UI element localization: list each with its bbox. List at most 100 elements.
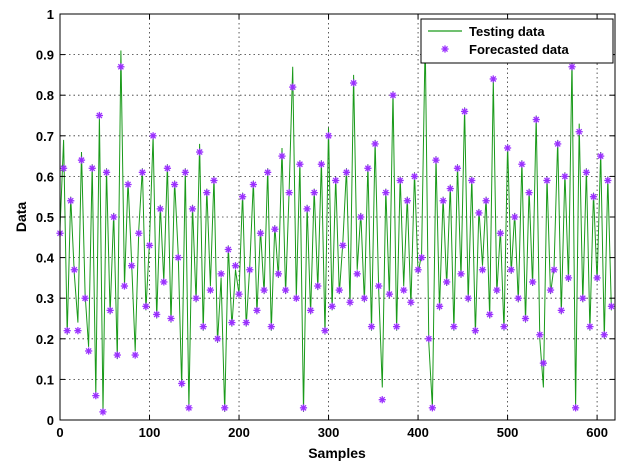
forecast-point	[285, 189, 293, 197]
forecast-point	[235, 290, 243, 298]
forecast-point	[521, 314, 530, 323]
forecast-point	[63, 327, 71, 335]
forecast-point	[493, 286, 501, 294]
forecast-point	[228, 318, 236, 327]
forecast-point	[543, 176, 551, 185]
forecast-point	[267, 323, 275, 331]
legend-forecast-marker	[441, 45, 449, 53]
asterisk-stroke	[182, 169, 189, 176]
asterisk-stroke	[472, 327, 479, 334]
forecast-point	[557, 306, 565, 314]
asterisk-stroke	[461, 108, 468, 115]
asterisk-stroke	[325, 132, 332, 139]
asterisk-stroke	[350, 80, 357, 87]
testing-data-line	[59, 38, 612, 412]
forecast-point	[317, 160, 325, 168]
asterisk-stroke	[425, 335, 432, 342]
asterisk-stroke	[246, 266, 253, 273]
forecast-point	[514, 294, 522, 302]
forecast-point	[453, 164, 462, 172]
asterisk-stroke	[74, 327, 81, 334]
forecast-point	[149, 132, 157, 140]
asterisk-stroke	[135, 230, 142, 237]
forecast-point	[536, 331, 544, 339]
asterisk-stroke	[436, 303, 443, 310]
forecast-point	[496, 229, 505, 237]
forecast-point	[403, 197, 411, 205]
forecast-point	[461, 107, 469, 116]
asterisk-stroke	[275, 270, 282, 277]
y-tick-label: 0.4	[36, 251, 55, 266]
forecast-point	[418, 254, 426, 262]
forecast-point	[414, 266, 422, 274]
y-tick-label: 0.2	[36, 332, 54, 347]
asterisk-stroke	[458, 270, 465, 277]
forecast-point	[278, 152, 286, 160]
asterisk-stroke	[193, 295, 200, 302]
forecast-point	[324, 132, 333, 140]
asterisk-stroke	[236, 291, 243, 298]
forecast-point	[385, 290, 394, 298]
asterisk-stroke	[432, 157, 439, 164]
axis-ticks	[59, 13, 615, 421]
forecast-point	[321, 327, 329, 335]
asterisk-stroke	[486, 311, 493, 318]
x-axis-label: Samples	[308, 445, 366, 461]
asterisk-stroke	[597, 153, 604, 160]
asterisk-stroke	[583, 169, 590, 176]
asterisk-stroke	[407, 299, 414, 306]
asterisk-stroke	[400, 287, 407, 294]
asterisk-stroke	[218, 270, 225, 277]
forecast-point	[607, 302, 616, 310]
asterisk-stroke	[268, 323, 275, 330]
forecast-point	[582, 168, 590, 176]
forecast-point	[120, 282, 129, 290]
forecast-point	[106, 306, 114, 314]
asterisk-stroke	[397, 177, 404, 184]
asterisk-stroke	[576, 128, 583, 135]
forecast-point	[145, 241, 154, 250]
asterisk-stroke	[357, 213, 364, 221]
forecast-point	[342, 168, 351, 176]
forecast-point	[299, 404, 308, 412]
asterisk-stroke	[107, 307, 114, 314]
asterisk-stroke	[178, 380, 185, 387]
asterisk-stroke	[271, 226, 278, 233]
asterisk-stroke	[490, 75, 497, 82]
forecast-point	[264, 168, 272, 176]
forecast-point	[410, 172, 419, 180]
asterisk-stroke	[475, 209, 482, 216]
forecast-point	[518, 160, 526, 168]
forecast-point	[178, 379, 186, 388]
forecast-point	[242, 318, 250, 327]
asterisk-stroke	[67, 197, 74, 204]
asterisk-stroke	[565, 274, 572, 281]
asterisk-stroke	[441, 45, 449, 53]
forecast-point	[224, 245, 232, 254]
tick-labels: 0 100 200 300 400 500 600 0 0.1 0.2 0.3 0.4 0.5 0.6 0.…	[36, 7, 608, 440]
x-tick-label: 500	[497, 425, 519, 440]
forecast-point	[203, 189, 211, 197]
forecast-point	[525, 189, 533, 197]
asterisk-stroke	[311, 189, 318, 196]
asterisk-stroke	[375, 283, 382, 290]
asterisk-stroke	[601, 331, 608, 338]
forecast-point	[589, 193, 598, 201]
forecast-point	[217, 270, 225, 278]
forecast-point	[95, 111, 103, 120]
y-tick-label: 0.9	[36, 48, 54, 63]
asterisk-stroke	[64, 327, 71, 334]
asterisk-stroke	[594, 274, 601, 281]
legend: Testing data Forecasted data	[420, 18, 614, 64]
y-tick-label: 0	[47, 413, 54, 428]
asterisk-stroke	[128, 262, 135, 269]
plot-background	[60, 14, 615, 420]
asterisk-stroke	[529, 278, 536, 285]
asterisk-stroke	[96, 112, 103, 119]
asterisk-stroke	[500, 323, 508, 330]
forecast-point	[289, 83, 297, 91]
asterisk-stroke	[497, 230, 504, 237]
forecast-point	[296, 160, 304, 168]
y-tick-label: 0.7	[36, 129, 54, 144]
forecast-point	[500, 323, 508, 331]
